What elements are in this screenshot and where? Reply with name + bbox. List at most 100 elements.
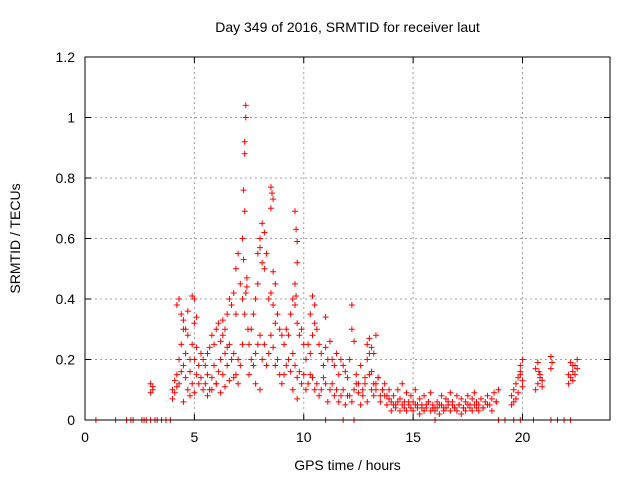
y-tick-label: 0.6 xyxy=(56,231,76,247)
data-point xyxy=(469,407,476,414)
data-point xyxy=(491,389,498,396)
data-point xyxy=(473,398,480,405)
data-point xyxy=(254,341,261,348)
data-point xyxy=(401,404,408,411)
data-point xyxy=(263,250,270,257)
data-point xyxy=(318,386,325,393)
data-point xyxy=(176,380,183,387)
data-point xyxy=(368,344,375,351)
x-tick-label: 0 xyxy=(81,429,89,445)
data-point xyxy=(184,386,191,393)
data-point xyxy=(184,332,191,339)
data-point xyxy=(316,392,323,399)
data-point xyxy=(537,374,543,381)
data-point xyxy=(515,374,522,381)
chart-title: Day 349 of 2016, SRMTID for receiver lau… xyxy=(215,19,480,35)
data-point xyxy=(294,238,301,245)
data-point xyxy=(178,368,185,375)
data-point xyxy=(547,365,554,372)
data-point xyxy=(482,398,489,405)
data-point xyxy=(241,150,248,157)
data-point xyxy=(274,356,281,363)
data-point xyxy=(421,407,428,414)
data-point xyxy=(475,407,482,414)
data-point xyxy=(327,386,333,393)
data-point xyxy=(302,386,309,393)
data-point xyxy=(191,296,198,302)
data-point xyxy=(267,289,274,296)
data-point xyxy=(549,359,556,366)
data-point xyxy=(202,380,209,387)
data-point xyxy=(569,377,576,384)
data-point xyxy=(305,380,312,387)
data-point xyxy=(252,380,259,387)
data-point xyxy=(242,289,249,296)
data-point xyxy=(252,350,259,357)
data-point xyxy=(567,374,574,381)
data-point xyxy=(217,356,224,363)
data-point xyxy=(289,386,296,393)
x-tick-label: 20 xyxy=(515,429,531,445)
data-point xyxy=(379,386,386,393)
data-point xyxy=(217,389,224,396)
data-point xyxy=(178,311,185,318)
data-point xyxy=(300,371,307,378)
data-point xyxy=(399,401,406,408)
data-point xyxy=(342,368,349,375)
data-point xyxy=(572,371,578,378)
data-point xyxy=(569,368,576,375)
data-point xyxy=(366,335,373,342)
data-point xyxy=(193,344,200,351)
data-point xyxy=(510,386,517,393)
data-point xyxy=(241,311,248,318)
data-point xyxy=(484,401,491,408)
data-point xyxy=(270,268,277,275)
data-point xyxy=(508,392,515,399)
data-point xyxy=(370,392,377,399)
y-tick-label: 1.2 xyxy=(56,49,76,65)
data-point xyxy=(235,250,242,257)
data-point xyxy=(261,265,268,272)
data-point xyxy=(239,341,246,348)
data-point xyxy=(226,296,233,302)
data-point xyxy=(438,392,445,399)
data-point xyxy=(276,326,283,333)
data-point xyxy=(532,365,539,372)
data-point xyxy=(467,404,473,411)
data-point xyxy=(346,356,353,363)
data-point xyxy=(246,341,253,348)
data-point xyxy=(427,389,434,396)
data-point xyxy=(202,362,209,369)
x-tick-label: 5 xyxy=(190,429,198,445)
data-point xyxy=(458,395,465,402)
data-point xyxy=(432,407,438,414)
data-point xyxy=(316,341,323,348)
data-point xyxy=(270,344,277,351)
data-point xyxy=(195,380,202,387)
data-point xyxy=(302,356,309,363)
data-point xyxy=(508,401,515,408)
data-point xyxy=(535,368,542,375)
data-point xyxy=(182,350,189,357)
data-point xyxy=(270,196,277,203)
data-point xyxy=(294,320,301,327)
data-point xyxy=(257,244,263,251)
data-point xyxy=(191,356,198,363)
data-point xyxy=(294,374,301,381)
data-point xyxy=(348,398,355,405)
data-point xyxy=(239,296,246,302)
data-point xyxy=(243,283,250,290)
data-point xyxy=(515,389,522,396)
data-point xyxy=(189,341,196,348)
data-point xyxy=(193,314,200,321)
data-points xyxy=(92,102,581,423)
x-axis-label: GPS time / hours xyxy=(294,457,401,473)
y-tick-label: 1 xyxy=(67,110,75,126)
data-point xyxy=(267,205,274,212)
data-point xyxy=(539,383,546,390)
data-point xyxy=(353,371,360,378)
data-point xyxy=(399,380,406,387)
data-point xyxy=(565,380,572,387)
data-point xyxy=(394,386,401,393)
